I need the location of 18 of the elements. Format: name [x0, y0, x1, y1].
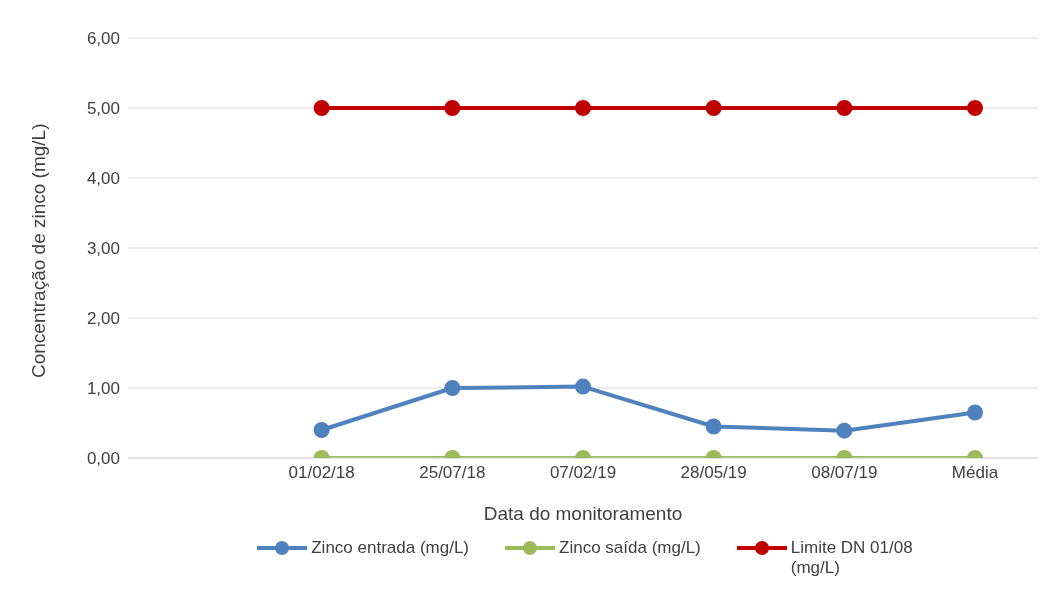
y-tick-label: 0,00	[86, 449, 120, 469]
x-tick-label: 25/07/18	[419, 463, 486, 483]
legend-label: Zinco entrada (mg/L)	[311, 538, 470, 558]
legend-label: Limite DN 01/08 (mg/L)	[790, 538, 914, 578]
x-tick-label: Média	[951, 463, 999, 483]
y-tick-label: 6,00	[86, 29, 120, 49]
x-tick-label: 28/05/19	[680, 463, 747, 483]
y-tick-label: 3,00	[86, 239, 120, 259]
y-axis-title: Concentração de zinco (mg/L)	[27, 123, 49, 378]
x-axis-title: Data do monitoramento	[483, 503, 683, 524]
y-tick-label: 5,00	[86, 99, 120, 119]
x-tick-label: 08/07/19	[811, 463, 878, 483]
y-tick-label: 2,00	[86, 309, 120, 329]
y-tick-label: 1,00	[86, 379, 120, 399]
x-tick-label: 01/02/18	[288, 463, 355, 483]
y-tick-label: 4,00	[86, 169, 120, 189]
x-tick-label: 07/02/19	[549, 463, 617, 483]
legend-label: Zinco saída (mg/L)	[559, 538, 701, 558]
